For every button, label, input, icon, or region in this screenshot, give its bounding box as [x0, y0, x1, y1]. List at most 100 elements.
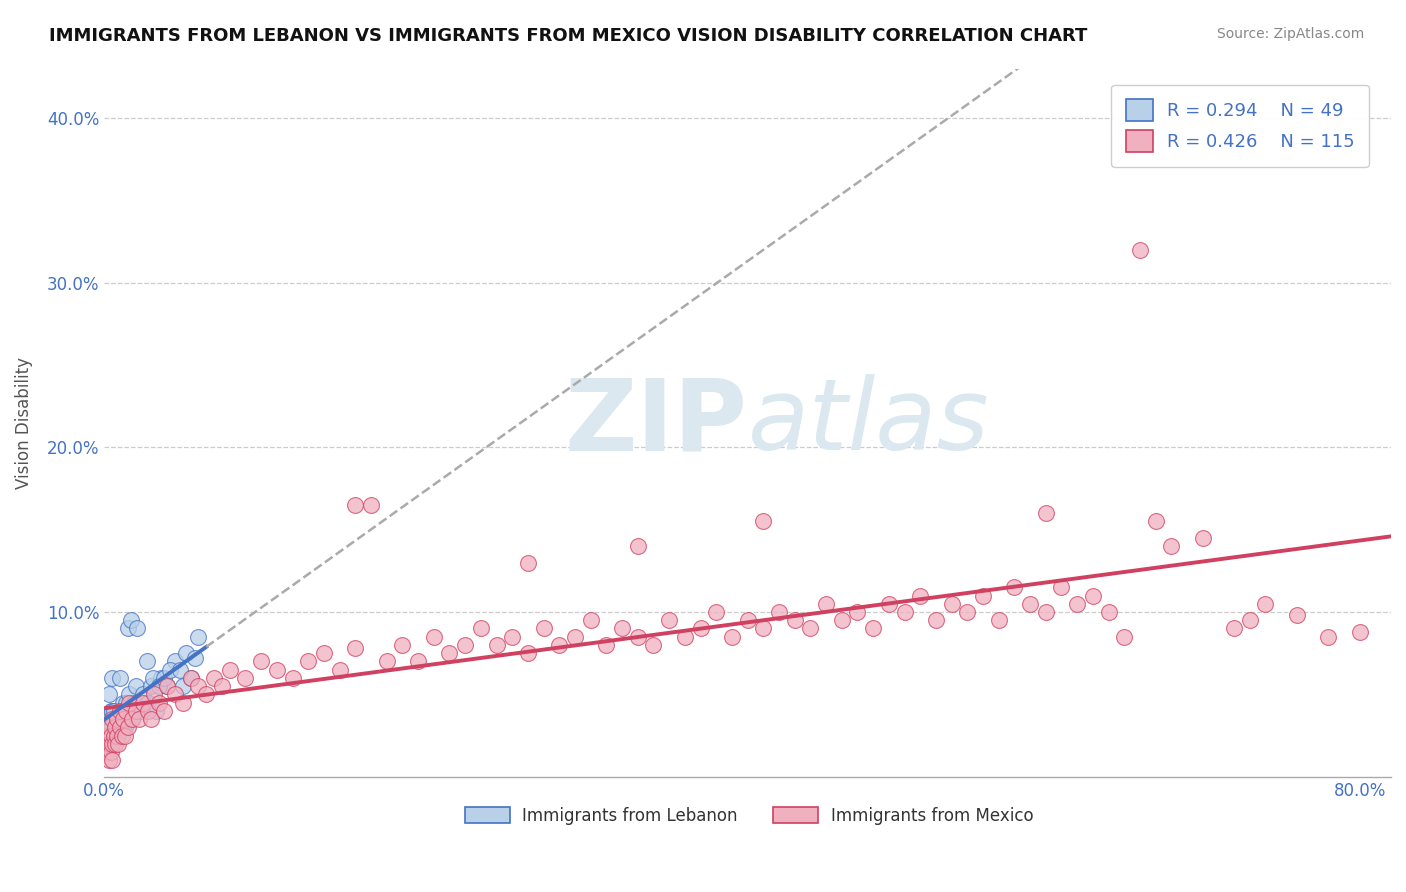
Point: [610, 622, 633, 636]
Point: [100, 720, 122, 734]
Point: [564, 630, 586, 644]
Point: [104, 720, 127, 734]
Point: [375, 655, 398, 669]
Y-axis label: Vision Disability: Vision Disability: [15, 357, 32, 489]
Point: [195, 687, 218, 701]
Point: [1019, 597, 1042, 611]
Point: [862, 622, 884, 636]
Point: [121, 712, 143, 726]
Point: [174, 646, 197, 660]
Point: [117, 622, 139, 636]
Point: [100, 704, 122, 718]
Point: [180, 671, 202, 685]
Point: [107, 737, 129, 751]
Point: [1144, 515, 1167, 529]
Point: [110, 729, 132, 743]
Point: [1129, 243, 1152, 257]
Point: [312, 646, 335, 660]
Point: [1097, 605, 1119, 619]
Point: [128, 712, 150, 726]
Point: [533, 622, 555, 636]
Point: [124, 704, 146, 718]
Point: [941, 597, 963, 611]
Point: [159, 663, 181, 677]
Point: [406, 655, 429, 669]
Point: [128, 704, 150, 718]
Point: [721, 630, 744, 644]
Point: [112, 720, 135, 734]
Point: [202, 671, 225, 685]
Point: [127, 622, 149, 636]
Point: [470, 622, 492, 636]
Text: Immigrants from Lebanon: Immigrants from Lebanon: [523, 806, 738, 824]
Point: [163, 655, 186, 669]
Point: [172, 679, 194, 693]
Point: [105, 729, 128, 743]
Point: [103, 704, 125, 718]
Text: IMMIGRANTS FROM LEBANON VS IMMIGRANTS FROM MEXICO VISION DISABILITY CORRELATION : IMMIGRANTS FROM LEBANON VS IMMIGRANTS FR…: [49, 27, 1088, 45]
Point: [329, 663, 352, 677]
Point: [117, 720, 139, 734]
Point: [454, 638, 477, 652]
Point: [120, 613, 142, 627]
Point: [104, 729, 127, 743]
Point: [104, 720, 127, 734]
Point: [1317, 630, 1340, 644]
Text: ZIP: ZIP: [565, 374, 748, 471]
Point: [142, 671, 165, 685]
Point: [101, 737, 124, 751]
Point: [1191, 531, 1213, 545]
Point: [846, 605, 869, 619]
Point: [595, 638, 617, 652]
Point: [124, 679, 146, 693]
Point: [737, 613, 759, 627]
Point: [972, 589, 994, 603]
Point: [815, 597, 838, 611]
Point: [101, 671, 124, 685]
Point: [187, 630, 209, 644]
Point: [627, 539, 650, 553]
Point: [211, 679, 233, 693]
Point: [1066, 597, 1088, 611]
Point: [122, 696, 145, 710]
Point: [97, 687, 120, 701]
Point: [391, 638, 413, 652]
Point: [101, 704, 124, 718]
Point: [1160, 539, 1182, 553]
Point: [114, 729, 136, 743]
Point: [956, 605, 979, 619]
Point: [141, 712, 163, 726]
Point: [101, 737, 124, 751]
Point: [658, 613, 681, 627]
Point: [101, 712, 124, 726]
Point: [704, 605, 727, 619]
Point: [104, 737, 127, 751]
Point: [97, 753, 120, 767]
Text: atlas: atlas: [748, 374, 990, 471]
Point: [145, 704, 167, 718]
Point: [643, 638, 665, 652]
Point: [156, 679, 179, 693]
Point: [485, 638, 508, 652]
Point: [163, 687, 186, 701]
Point: [100, 745, 122, 759]
Point: [1050, 580, 1073, 594]
Point: [148, 679, 170, 693]
Point: [1081, 589, 1104, 603]
Point: [110, 712, 132, 726]
FancyBboxPatch shape: [773, 807, 818, 822]
Point: [266, 663, 288, 677]
Point: [501, 630, 523, 644]
Point: [115, 704, 138, 718]
Point: [103, 729, 125, 743]
Point: [105, 712, 128, 726]
Point: [136, 696, 159, 710]
Point: [107, 720, 129, 734]
Point: [516, 556, 538, 570]
Point: [107, 729, 129, 743]
Point: [112, 696, 135, 710]
Point: [153, 704, 176, 718]
Point: [114, 720, 136, 734]
Point: [799, 622, 821, 636]
Point: [423, 630, 446, 644]
